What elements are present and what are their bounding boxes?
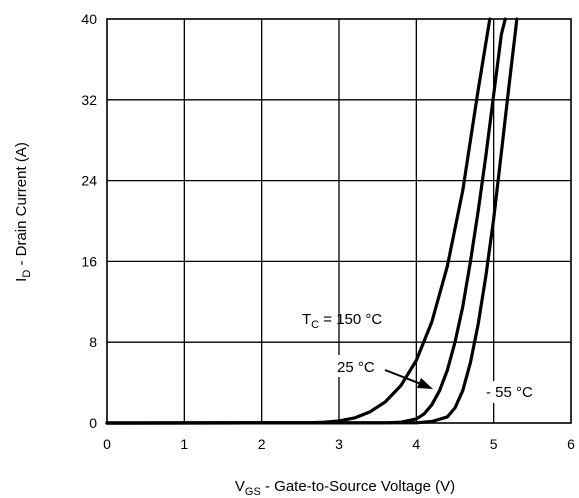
x-tick-label: 2 <box>258 436 266 452</box>
y-tick-label: 32 <box>81 92 97 108</box>
x-tick-label: 5 <box>490 436 498 452</box>
series-line-t25 <box>105 17 507 425</box>
y-axis-title: ID - Drain Current (A) <box>13 142 33 282</box>
x-tick-label: 6 <box>567 436 575 452</box>
x-axis-title: VGS - Gate-to-Source Voltage (V) <box>235 478 455 498</box>
x-tick-label: 0 <box>103 436 111 452</box>
x-axis-ticks: 0 1 2 3 4 5 6 <box>103 436 575 452</box>
annotation-tc-150: TC = 150 °C <box>302 311 382 331</box>
x-tick-label: 3 <box>335 436 343 452</box>
plot-border <box>106 18 572 424</box>
y-tick-label: 16 <box>81 253 97 269</box>
series-layer <box>105 17 519 425</box>
annotation-tc-25-bg <box>333 355 386 377</box>
y-tick-label: 8 <box>89 334 97 350</box>
y-tick-label: 0 <box>89 415 97 431</box>
annotation-tc-25: 25 °C <box>337 359 375 376</box>
y-tick-label: 40 <box>81 11 97 27</box>
plot-frame <box>106 18 572 424</box>
annotation-tc-25-arrow-line <box>384 369 422 385</box>
series-line-t150 <box>105 17 492 425</box>
annotation-tc-minus55: - 55 °C <box>486 384 533 401</box>
annotation-tc-minus55-bg <box>482 381 548 403</box>
series-line-tminus55 <box>105 17 519 425</box>
y-tick-label: 24 <box>81 173 97 189</box>
y-axis-ticks: 0 8 16 24 32 40 <box>81 11 97 431</box>
annotation-tc-25-arrow-head <box>417 378 433 389</box>
x-tick-label: 4 <box>412 436 420 452</box>
x-tick-label: 1 <box>180 436 188 452</box>
